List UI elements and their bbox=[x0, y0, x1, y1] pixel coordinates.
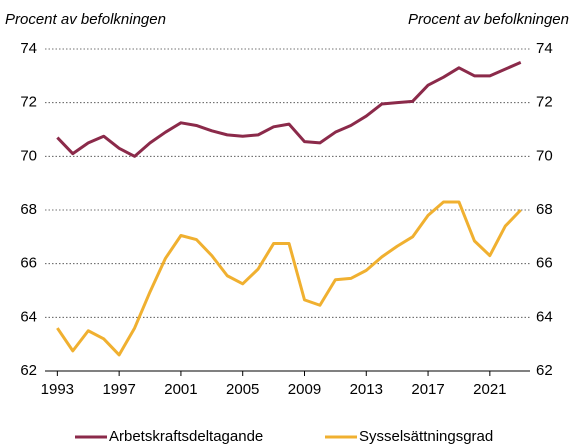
y2-tick-label: 74 bbox=[536, 40, 553, 57]
y2-tick-label: 66 bbox=[536, 255, 553, 272]
y-tick-label: 70 bbox=[20, 147, 37, 164]
x-tick-label: 1997 bbox=[102, 381, 135, 398]
y-tick-label: 68 bbox=[20, 201, 37, 218]
legend-label: Sysselsättningsgrad bbox=[359, 428, 493, 445]
x-tick-label: 2013 bbox=[350, 381, 383, 398]
y2-tick-label: 64 bbox=[536, 308, 553, 325]
y-tick-label: 66 bbox=[20, 255, 37, 272]
y2-tick-label: 62 bbox=[536, 362, 553, 379]
y-tick-label: 74 bbox=[20, 40, 37, 57]
y-tick-label: 62 bbox=[20, 362, 37, 379]
y2-axis-label: Procent av befolkningen bbox=[408, 11, 569, 28]
x-tick-label: 1993 bbox=[41, 381, 74, 398]
x-tick-label: 2005 bbox=[226, 381, 259, 398]
x-tick-label: 2017 bbox=[411, 381, 444, 398]
legend-label: Arbetskraftsdeltagande bbox=[109, 428, 263, 445]
line bbox=[56, 61, 522, 158]
line bbox=[56, 200, 522, 357]
y2-tick-label: 68 bbox=[536, 201, 553, 218]
y-axis-label: Procent av befolkningen bbox=[5, 11, 166, 28]
y2-tick-label: 70 bbox=[536, 147, 553, 164]
x-tick-label: 2021 bbox=[473, 381, 506, 398]
x-tick-label: 2001 bbox=[164, 381, 197, 398]
y-tick-label: 72 bbox=[20, 94, 37, 111]
y-tick-label: 64 bbox=[20, 308, 37, 325]
x-tick-label: 2009 bbox=[288, 381, 321, 398]
y2-tick-label: 72 bbox=[536, 94, 553, 111]
